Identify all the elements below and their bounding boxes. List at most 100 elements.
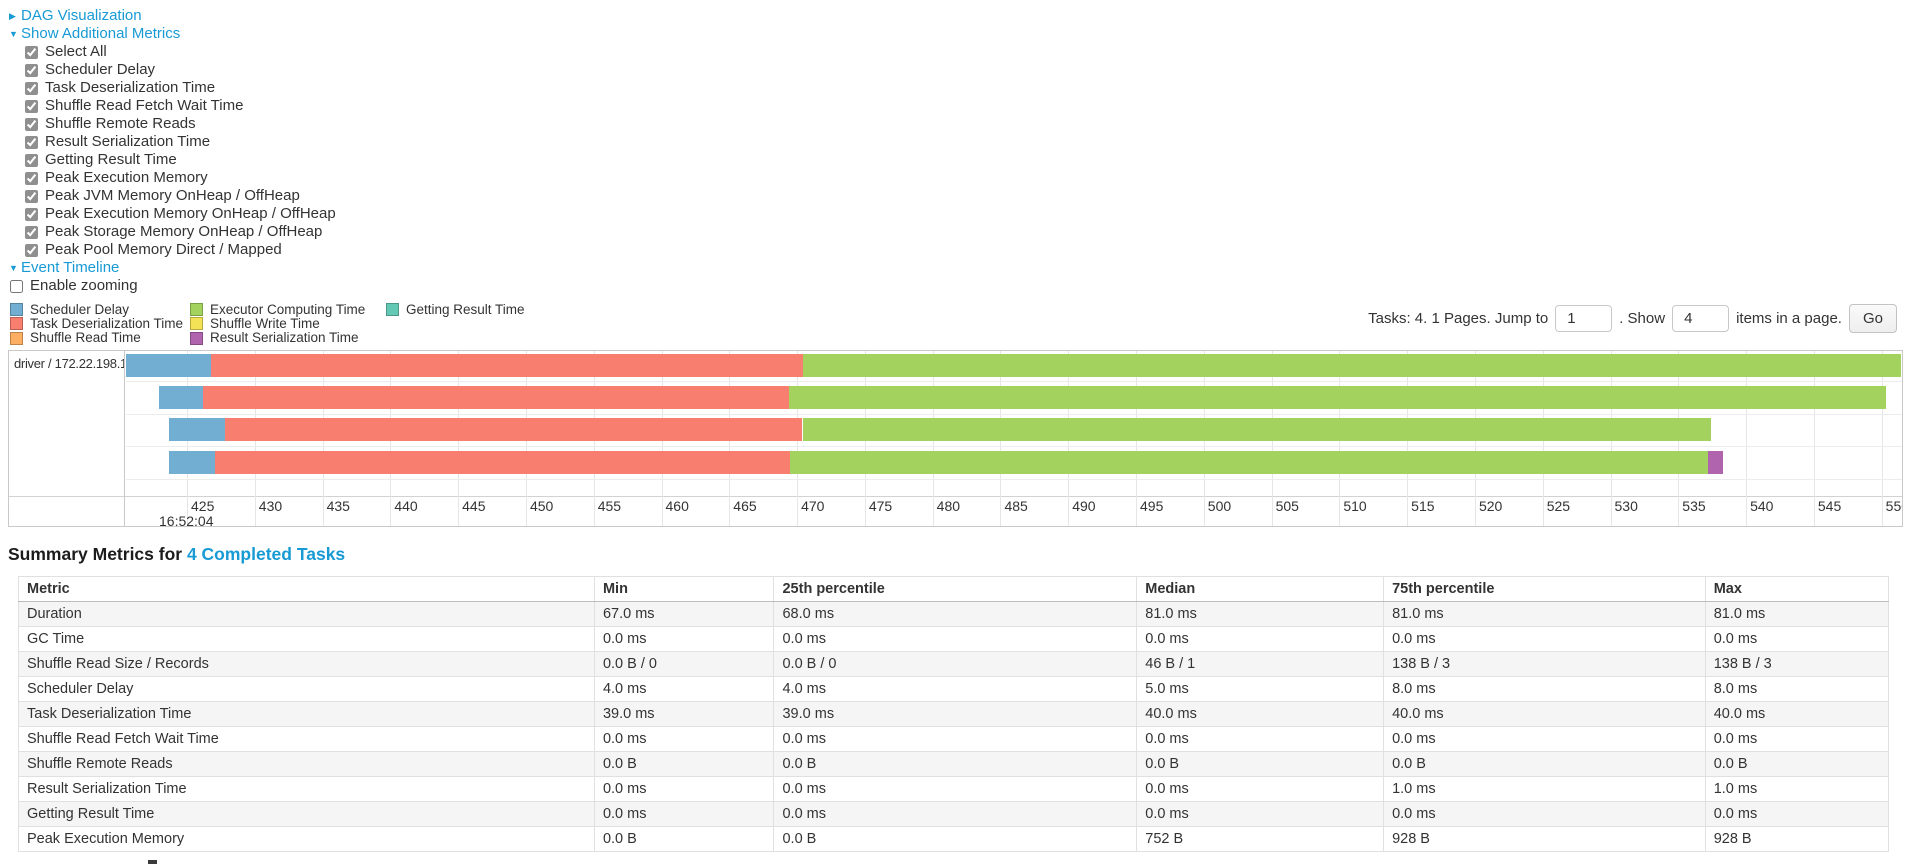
metric-checkbox-row: Result Serialization Time <box>25 133 1907 151</box>
metric-checkbox[interactable] <box>25 189 38 203</box>
metric-checkbox-label: Result Serialization Time <box>45 133 211 150</box>
table-column-header: Metric <box>18 575 595 602</box>
legend-swatch <box>10 317 23 331</box>
timeline-bar-segment-scheduler-delay[interactable] <box>126 353 212 377</box>
legend-column: Getting Result Time <box>386 303 525 345</box>
timeline-bar-segment-task-deserialization[interactable] <box>211 353 803 377</box>
metric-checkbox[interactable] <box>25 81 38 95</box>
metric-value-cell: 0.0 B <box>773 750 1138 777</box>
metric-checkbox[interactable] <box>25 153 38 167</box>
pagination-prefix: Tasks: 4. 1 Pages. Jump to <box>1368 310 1549 327</box>
metric-value-cell: 0.0 B <box>773 825 1138 852</box>
metric-value-cell: 0.0 ms <box>593 775 775 802</box>
metric-checkbox[interactable] <box>25 135 38 149</box>
metric-value-cell: 1.0 ms <box>1704 775 1890 802</box>
legend-label: Executor Computing Time <box>210 302 366 317</box>
legend-item: Executor Computing Time <box>190 303 386 316</box>
timeline-bar-segment-executor-computing[interactable] <box>802 353 1901 377</box>
completed-tasks-link[interactable]: 4 Completed Tasks <box>186 543 346 564</box>
metric-checkbox[interactable] <box>25 99 38 113</box>
toggle-event-timeline[interactable]: ▼ Event Timeline <box>9 259 1907 277</box>
metric-name-cell: Getting Result Time <box>18 800 595 827</box>
metric-value-cell: 46 B / 1 <box>1136 650 1385 677</box>
metric-checkbox[interactable] <box>25 207 38 221</box>
timeline-base-time-label: 16:52:04 <box>159 512 214 527</box>
timeline-bar-segment-task-deserialization[interactable] <box>215 450 791 474</box>
task-pagination: Tasks: 4. 1 Pages. Jump to . Show items … <box>1368 304 1897 333</box>
legend-swatch <box>190 331 203 345</box>
metric-value-cell: 752 B <box>1136 825 1385 852</box>
table-column-header: 75th percentile <box>1383 575 1706 602</box>
metric-value-cell: 0.0 B <box>593 825 775 852</box>
metric-value-cell: 138 B / 3 <box>1704 650 1890 677</box>
metric-value-cell: 0.0 ms <box>1383 800 1706 827</box>
timeline-tick-label: 495 <box>1140 497 1164 514</box>
metric-name-cell: Result Serialization Time <box>18 775 595 802</box>
metric-value-cell: 0.0 ms <box>773 625 1138 652</box>
timeline-row-separator <box>126 478 1902 480</box>
legend-label: Task Deserialization Time <box>30 316 184 332</box>
table-row: Task Deserialization Time 39.0 ms 39.0 ms 4… <box>18 700 1890 727</box>
metric-value-cell: 0.0 B <box>593 750 775 777</box>
go-button[interactable]: Go <box>1848 304 1897 333</box>
items-per-page-input[interactable] <box>1672 305 1730 332</box>
toggle-dag-visualization[interactable]: ▶ DAG Visualization <box>9 7 1907 25</box>
metric-value-cell: 0.0 ms <box>773 725 1138 752</box>
metric-value-cell: 8.0 ms <box>1704 675 1890 702</box>
metric-checkbox-row: Peak Storage Memory OnHeap / OffHeap <box>25 223 1907 241</box>
metric-value-cell: 0.0 ms <box>1704 725 1890 752</box>
timeline-bar-segment-result-serialization[interactable] <box>1708 450 1724 474</box>
metric-checkbox-row: Peak JVM Memory OnHeap / OffHeap <box>25 187 1907 205</box>
timeline-bar-segment-scheduler-delay[interactable] <box>169 418 225 442</box>
metric-value-cell: 8.0 ms <box>1383 675 1706 702</box>
pagination-show-label: . Show <box>1619 310 1666 327</box>
metric-checkbox[interactable] <box>25 243 38 257</box>
timeline-bar-segment-scheduler-delay[interactable] <box>158 386 204 409</box>
legend-item: Result Serialization Time <box>190 330 386 346</box>
metric-checkbox-label: Shuffle Read Fetch Wait Time <box>45 97 244 114</box>
metric-checkbox-row: Select All <box>25 43 1907 61</box>
timeline-bar-segment-task-deserialization[interactable] <box>224 418 803 442</box>
timeline-gridline <box>1813 350 1815 526</box>
metric-checkbox-row: Peak Execution Memory OnHeap / OffHeap <box>25 205 1907 223</box>
metric-checkbox[interactable] <box>25 117 38 131</box>
metric-checkbox[interactable] <box>25 45 38 59</box>
timeline-bar-segment-scheduler-delay[interactable] <box>169 450 216 474</box>
metric-value-cell: 4.0 ms <box>773 675 1138 702</box>
metric-checkbox[interactable] <box>25 63 38 77</box>
enable-zooming-checkbox[interactable] <box>10 279 23 293</box>
timeline-tick-label: 510 <box>1343 497 1367 514</box>
timeline-tick-label: 515 <box>1411 497 1435 514</box>
metric-name-cell: Shuffle Read Fetch Wait Time <box>18 725 595 752</box>
metric-name-cell: Shuffle Remote Reads <box>18 750 595 777</box>
legend-column: Scheduler Delay Task Deserialization Time… <box>10 303 190 345</box>
timeline-tick-label: 450 <box>529 497 554 514</box>
pagination-items-label: items in a page. <box>1736 310 1842 327</box>
legend-label: Result Serialization Time <box>210 330 359 346</box>
legend-label: Scheduler Delay <box>30 302 130 317</box>
metric-checkbox[interactable] <box>25 225 38 239</box>
timeline-bar-segment-executor-computing[interactable] <box>790 450 1709 474</box>
metric-checkbox-label: Peak Execution Memory <box>45 169 208 186</box>
jump-to-page-input[interactable] <box>1555 305 1613 332</box>
timeline-executor-column: driver / 172.22.198.104 <box>9 350 125 526</box>
metric-checkbox-label: Peak Execution Memory OnHeap / OffHeap <box>45 205 336 222</box>
toggle-show-additional-metrics[interactable]: ▼ Show Additional Metrics <box>9 25 1907 43</box>
metric-value-cell: 0.0 ms <box>1704 625 1890 652</box>
metric-checkbox[interactable] <box>25 171 38 185</box>
timeline-tick-label: 530 <box>1614 497 1638 514</box>
table-row: Duration 67.0 ms 68.0 ms 81.0 ms 81.0 ms 81.0… <box>18 600 1890 627</box>
metric-value-cell: 0.0 ms <box>773 800 1138 827</box>
table-row: Peak Execution Memory 0.0 B 0.0 B 752 B 928 … <box>18 825 1890 852</box>
show-additional-metrics-label: Show Additional Metrics <box>21 25 181 42</box>
legend-item: Scheduler Delay <box>10 303 190 316</box>
legend-swatch <box>190 303 203 317</box>
metric-value-cell: 0.0 ms <box>1383 725 1706 752</box>
timeline-bar-segment-task-deserialization[interactable] <box>203 386 789 409</box>
timeline-bar-segment-executor-computing[interactable] <box>802 418 1711 442</box>
metric-name-cell: GC Time <box>18 625 595 652</box>
metric-checkbox-label: Peak Pool Memory Direct / Mapped <box>45 241 282 258</box>
timeline-bar-segment-executor-computing[interactable] <box>788 386 1886 409</box>
table-column-header: 25th percentile <box>773 575 1138 602</box>
table-row: GC Time 0.0 ms 0.0 ms 0.0 ms 0.0 ms 0.0 ms <box>18 625 1890 652</box>
